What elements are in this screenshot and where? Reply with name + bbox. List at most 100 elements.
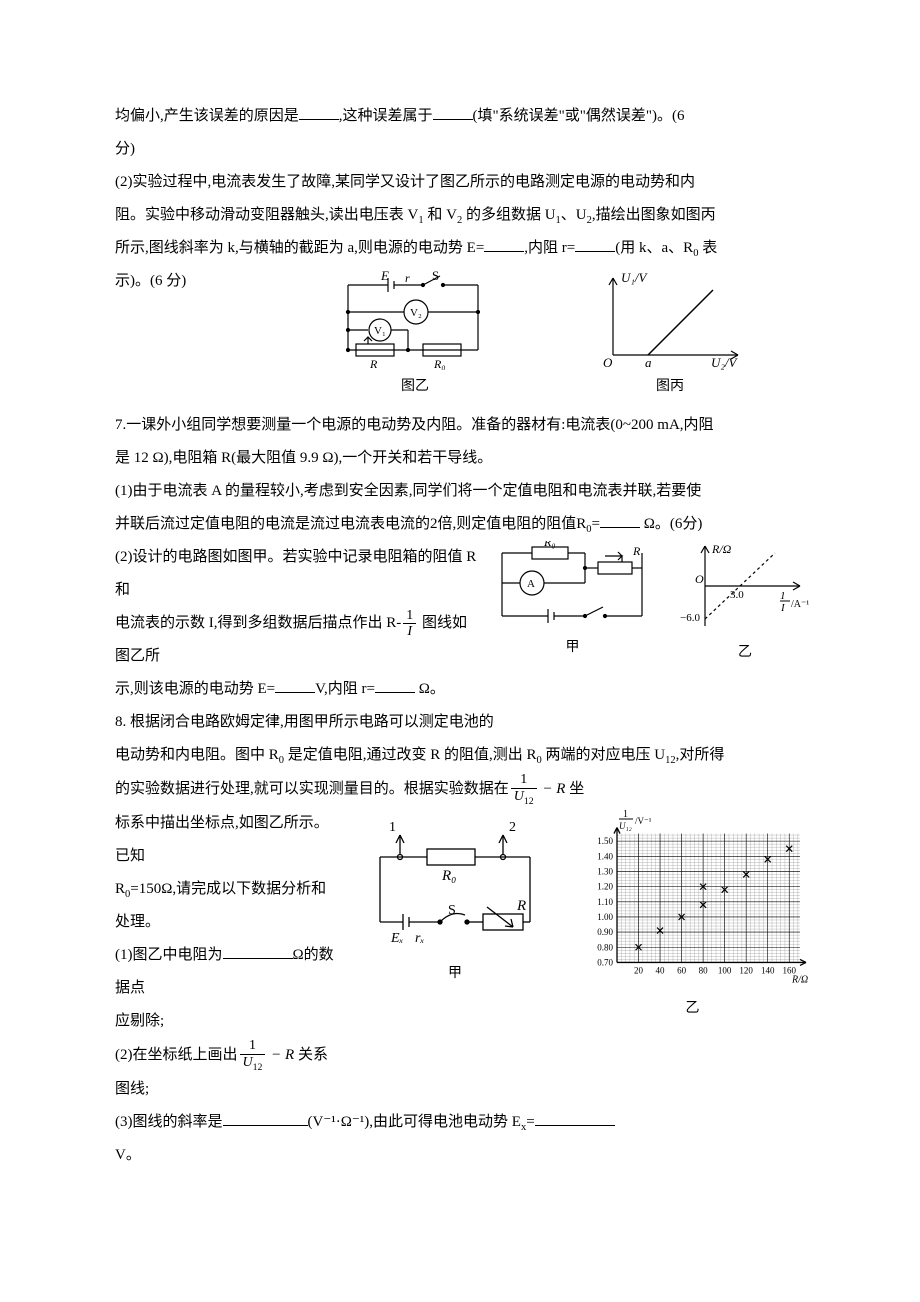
text: 、U: [561, 207, 587, 223]
text: ,描绘出图象如图丙: [592, 207, 716, 223]
blank: [600, 527, 640, 528]
text: 两端的对应电压 U: [542, 747, 665, 763]
text: Ω。(6分): [640, 516, 702, 532]
document-body: 均偏小,产生该误差的原因是,这种误差属于(填"系统误差"或"偶然误差")。(6 …: [115, 100, 810, 1172]
svg-text:0.90: 0.90: [597, 927, 613, 937]
blank: [223, 1125, 308, 1126]
svg-text:r: r: [405, 271, 410, 285]
svg-text:U₂/V: U₂/V: [711, 355, 739, 370]
blank: [535, 1125, 615, 1126]
q8-p4: 标系中描出坐标点,如图乙所示。已知: [115, 807, 335, 873]
sub: 12: [665, 755, 676, 766]
q8-p3: 的实验数据进行处理,就可以实现测量目的。根据实验数据在1U12 − R 坐: [115, 772, 810, 807]
text: R: [115, 881, 125, 897]
text: 电动势和内电阻。图中 R: [115, 747, 279, 763]
svg-text:80: 80: [699, 966, 709, 976]
text: (1)图乙中电阻为: [115, 947, 223, 963]
text: 的多组数据 U: [462, 207, 555, 223]
q8-p7: 应剔除;: [115, 1005, 335, 1038]
svg-text:R: R: [369, 357, 378, 370]
q8-graph-svg: 0.700.800.901.001.101.201.301.401.502040…: [575, 807, 810, 992]
blank: [299, 119, 339, 120]
fraction: 1U12: [511, 772, 537, 807]
q6-p1-end: 分): [115, 133, 810, 166]
svg-text:R: R: [516, 898, 526, 914]
text: 阻。实验中移动滑动变阻器触头,读出电压表 V: [115, 207, 418, 223]
q8-p1: 8. 根据闭合电路欧姆定律,用图甲所示电路可以测定电池的: [115, 706, 810, 739]
text: 所示,图线斜率为 k,与横轴的截距为 a,则电源的电动势 E=: [115, 240, 484, 256]
svg-text:V₁: V₁: [374, 325, 386, 337]
blank: [484, 251, 524, 252]
text: V,内阻 r=: [315, 681, 375, 697]
text: − R: [267, 1047, 294, 1063]
q7-p1: 7.一课外小组同学想要测量一个电源的电动势及内阻。准备的器材有:电流表(0~20…: [115, 409, 810, 442]
svg-text:R₀: R₀: [433, 357, 446, 370]
svg-text:1.20: 1.20: [597, 882, 613, 892]
text: 和 V: [424, 207, 457, 223]
svg-text:1.40: 1.40: [597, 851, 613, 861]
circuit-b-svg: E r S V₂ V₁ R R₀: [328, 270, 503, 370]
text: 的实验数据进行处理,就可以实现测量目的。根据实验数据在: [115, 781, 509, 797]
svg-text:S: S: [448, 903, 456, 918]
text: 示,则该电源的电动势 E=: [115, 681, 275, 697]
q7-p3: (2)设计的电路图如图甲。若实验中记录电阻箱的阻值 R 和: [115, 541, 810, 607]
q7-p5: 示,则该电源的电动势 E= V,内阻 r= Ω。: [115, 673, 810, 706]
fraction: 1I: [403, 608, 416, 640]
svg-text:O: O: [603, 355, 613, 370]
q6-graph-c: U₁/V O a U₂/V 图丙: [593, 270, 748, 403]
q8-circuit-svg: 1 2 R₀ Eₓ rₓ S R: [355, 807, 555, 957]
q6-p2c: 所示,图线斜率为 k,与横轴的截距为 a,则电源的电动势 E= ,内阻 r= (用 …: [115, 232, 810, 265]
blank: [375, 692, 415, 693]
q8-figures: 1 2 R₀ Eₓ rₓ S R 甲 0.70 0.80 0.90 1.00 1.10 1…: [355, 807, 810, 1025]
blank: [223, 958, 293, 959]
text: (用 k、a、R: [615, 240, 693, 256]
text: ,对所得: [676, 747, 725, 763]
svg-text:1: 1: [389, 820, 396, 835]
svg-text:S: S: [432, 270, 439, 283]
q8-fig-b-label: 乙: [575, 994, 810, 1025]
fraction: 1U12: [240, 1038, 266, 1073]
q6-p2d: 示)。(6 分): [115, 265, 186, 298]
svg-text:1.00: 1.00: [597, 912, 613, 922]
q6-p2b: 阻。实验中移动滑动变阻器触头,读出电压表 V1 和 V2 的多组数据 U1、U2…: [115, 199, 810, 232]
svg-text:60: 60: [677, 966, 687, 976]
text: Ω。: [415, 681, 445, 697]
blank: [275, 692, 315, 693]
text: 表: [698, 240, 717, 256]
svg-text:E: E: [380, 270, 389, 283]
text: 并联后流过定值电阻的电流是流过电流表电流的2倍,则定值电阻的阻值R: [115, 516, 586, 532]
fig-b-label: 图乙: [328, 372, 503, 403]
fig-c-label: 图丙: [593, 372, 748, 403]
q6-figures: E r S V₂ V₁ R R₀ 图乙: [265, 270, 810, 403]
q7-p1b: 是 12 Ω),电阻箱 R(最大阻值 9.9 Ω),一个开关和若干导线。: [115, 442, 810, 475]
q8-p6: (1)图乙中电阻为Ω的数据点: [115, 939, 335, 1005]
text: (填"系统误差"或"偶然误差")。(6: [473, 108, 685, 124]
q8-fig-a-label: 甲: [355, 959, 555, 990]
svg-text:40: 40: [656, 966, 666, 976]
svg-text:U₁₂: U₁₂: [619, 821, 632, 831]
svg-text:1: 1: [623, 809, 628, 820]
text: 电流表的示数 I,得到多组数据后描点作出 R-: [115, 615, 401, 631]
svg-text:100: 100: [718, 966, 732, 976]
text: (V⁻¹·Ω⁻¹),由此可得电池电动势 E: [308, 1114, 521, 1130]
svg-text:1.30: 1.30: [597, 867, 613, 877]
text: (2)在坐标纸上画出: [115, 1047, 238, 1063]
graph-c-svg: U₁/V O a U₂/V: [593, 270, 748, 370]
text: ,这种误差属于: [339, 108, 433, 124]
svg-text:R₀: R₀: [441, 868, 456, 884]
svg-text:1.10: 1.10: [597, 897, 613, 907]
q8-p8: (2)在坐标纸上画出1U12 − R 关系图线;: [115, 1038, 335, 1106]
text: ,内阻 r=: [524, 240, 575, 256]
q8-p2: 电动势和内电阻。图中 R0 是定值电阻,通过改变 R 的阻值,测出 R0 两端的…: [115, 739, 810, 772]
svg-text:0.80: 0.80: [597, 942, 613, 952]
svg-text:0.70: 0.70: [597, 958, 613, 968]
svg-text:1.50: 1.50: [597, 836, 613, 846]
q8-p5: R0=150Ω,请完成以下数据分析和处理。: [115, 873, 335, 939]
svg-text:140: 140: [761, 966, 775, 976]
q7-p2: (1)由于电流表 A 的量程较小,考虑到安全因素,同学们将一个定值电阻和电流表并…: [115, 475, 810, 508]
blank: [575, 251, 615, 252]
text: 是定值电阻,通过改变 R 的阻值,测出 R: [284, 747, 537, 763]
text: =150Ω,请完成以下数据分析和处理。: [115, 881, 326, 930]
text: 坐: [565, 781, 584, 797]
svg-text:a: a: [645, 355, 652, 370]
